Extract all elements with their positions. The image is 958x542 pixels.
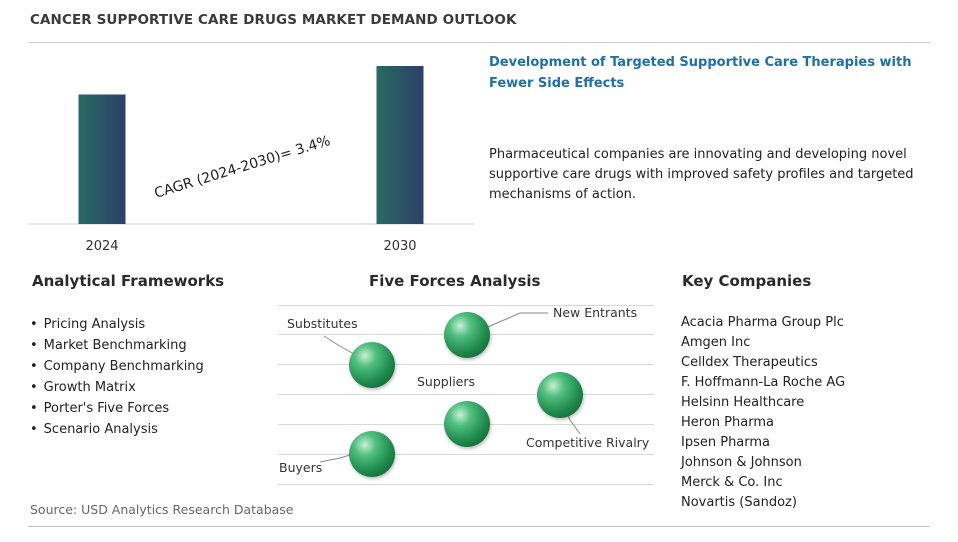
framework-item: Porter's Five Forces bbox=[30, 398, 204, 419]
companies-heading: Key Companies bbox=[682, 272, 812, 290]
five-forces-gridline bbox=[278, 484, 654, 485]
x-tick-label: 2030 bbox=[383, 239, 416, 254]
five-forces-gridline bbox=[278, 334, 654, 335]
bar-2030 bbox=[376, 66, 424, 224]
source-note: Source: USD Analytics Research Database bbox=[30, 502, 294, 517]
competitive-rivalry-sphere-icon bbox=[537, 372, 583, 418]
connector-line bbox=[559, 399, 581, 435]
cagr-annotation: CAGR (2024-2030)= 3.4% bbox=[152, 133, 332, 202]
insight-title: Development of Targeted Supportive Care … bbox=[489, 55, 912, 91]
bar-2024 bbox=[78, 94, 126, 224]
company-item: Celldex Therapeutics bbox=[681, 355, 818, 370]
page-title: CANCER SUPPORTIVE CARE DRUGS MARKET DEMA… bbox=[30, 12, 517, 28]
company-item: Ipsen Pharma bbox=[681, 435, 771, 450]
five-forces-gridline bbox=[278, 305, 654, 306]
suppliers-sphere-icon bbox=[444, 401, 490, 447]
company-item: Helsinn Healthcare bbox=[681, 395, 805, 410]
footer-divider bbox=[28, 526, 930, 527]
five-forces-gridline bbox=[278, 394, 654, 395]
buyers-sphere-icon bbox=[349, 431, 395, 477]
company-item: Heron Pharma bbox=[681, 415, 774, 430]
insight-text: Pharmaceutical companies are innovating … bbox=[489, 147, 914, 202]
company-item: Amgen Inc bbox=[681, 335, 751, 350]
five-forces-gridline bbox=[278, 454, 654, 455]
companies-list: Acacia Pharma Group Plc Amgen Inc Cellde… bbox=[681, 313, 845, 513]
substitutes-label: Substitutes bbox=[287, 316, 358, 331]
framework-item: Company Benchmarking bbox=[30, 356, 204, 377]
frameworks-heading: Analytical Frameworks bbox=[32, 272, 225, 290]
five-forces-gridline bbox=[278, 364, 654, 365]
framework-item: Pricing Analysis bbox=[30, 314, 204, 335]
company-item: Novartis (Sandoz) bbox=[681, 495, 797, 510]
connector-line bbox=[473, 312, 548, 334]
connector-line bbox=[319, 451, 361, 463]
suppliers-label: Suppliers bbox=[417, 374, 476, 389]
bar-chart: 2024 2030 CAGR (2024-2030)= 3.4% bbox=[28, 66, 474, 254]
company-item: Merck & Co. Inc bbox=[681, 475, 783, 490]
five-forces-heading: Five Forces Analysis bbox=[369, 272, 541, 290]
framework-item: Growth Matrix bbox=[30, 377, 204, 398]
competitive-rivalry-label: Competitive Rivalry bbox=[526, 435, 650, 450]
framework-item: Scenario Analysis bbox=[30, 419, 204, 440]
substitutes-sphere-icon bbox=[349, 342, 395, 388]
new-entrants-label: New Entrants bbox=[553, 305, 638, 320]
x-tick-label: 2024 bbox=[85, 239, 118, 254]
new-entrants-sphere-icon bbox=[444, 312, 490, 358]
company-item: F. Hoffmann-La Roche AG bbox=[681, 375, 846, 390]
buyers-label: Buyers bbox=[279, 460, 323, 475]
five-forces-gridline bbox=[278, 424, 654, 425]
framework-item: Market Benchmarking bbox=[30, 335, 204, 356]
title-divider bbox=[28, 42, 930, 43]
connector-line bbox=[323, 335, 357, 356]
company-item: Johnson & Johnson bbox=[681, 455, 802, 470]
frameworks-list: Pricing Analysis Market Benchmarking Com… bbox=[30, 314, 204, 440]
company-item: Acacia Pharma Group Plc bbox=[681, 315, 844, 330]
